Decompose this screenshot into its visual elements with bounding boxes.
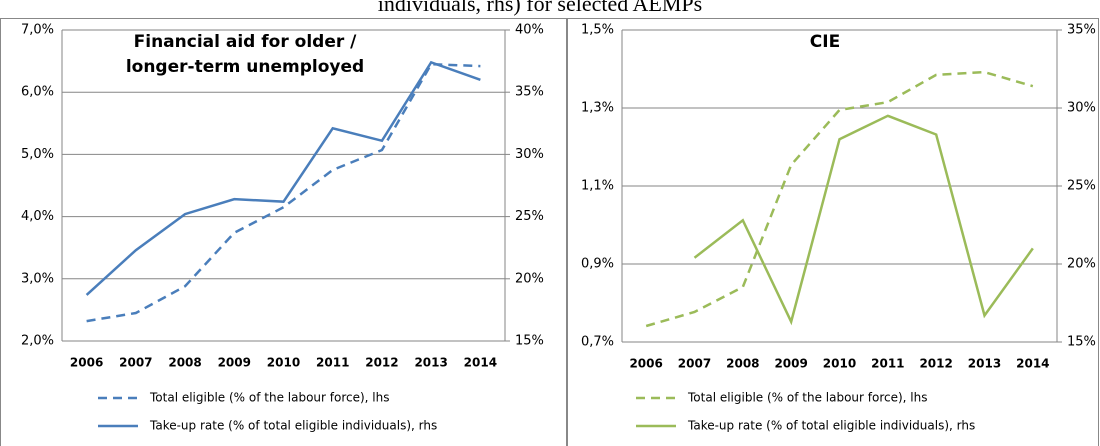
x-tick-label: 2011 <box>871 357 904 371</box>
y-tick-label: 1,1% <box>581 179 614 194</box>
y2-tick-label: 40% <box>515 23 544 38</box>
x-tick-label: 2009 <box>218 356 251 370</box>
panel-title: Financial aid for older / longer-term un… <box>125 32 365 77</box>
legend-label: Take-up rate (% of total eligible indivi… <box>149 419 437 433</box>
y-tick-label: 5,0% <box>21 147 54 162</box>
legend-label: Total eligible (% of the labour force), … <box>687 391 928 405</box>
x-tick-label: 2010 <box>823 357 856 371</box>
x-tick-label: 2013 <box>414 356 447 370</box>
x-tick-label: 2012 <box>365 356 398 370</box>
y2-tick-label: 35% <box>1067 23 1096 38</box>
series-line <box>85 60 481 296</box>
y2-tick-label: 15% <box>515 334 544 349</box>
x-tick-label: 2009 <box>774 357 807 371</box>
x-tick-label: 2008 <box>168 356 201 370</box>
x-tick-label: 2008 <box>726 357 759 371</box>
x-tick-label: 2006 <box>629 357 662 371</box>
x-tick-label: 2014 <box>464 356 497 370</box>
y2-tick-label: 30% <box>1067 101 1096 116</box>
y-tick-label: 6,0% <box>21 85 54 100</box>
y-tick-label: 1,5% <box>581 23 614 38</box>
x-tick-label: 2014 <box>1016 357 1049 371</box>
x-tick-label: 2007 <box>119 356 152 370</box>
y2-tick-label: 35% <box>515 85 544 100</box>
y-tick-label: 3,0% <box>21 271 54 286</box>
series-line <box>693 114 1034 326</box>
y-tick-label: 1,3% <box>581 101 614 116</box>
y2-tick-label: 25% <box>515 209 544 224</box>
y2-tick-label: 25% <box>1067 179 1096 194</box>
x-tick-label: 2006 <box>70 356 103 370</box>
x-tick-label: 2013 <box>968 357 1001 371</box>
y-tick-label: 0,9% <box>581 257 614 272</box>
y-tick-label: 2,0% <box>21 334 54 349</box>
legend-label: Total eligible (% of the labour force), … <box>149 391 390 405</box>
panel-border <box>0 18 567 446</box>
series-line <box>86 62 481 323</box>
y2-tick-label: 30% <box>515 147 544 162</box>
x-tick-label: 2011 <box>316 356 349 370</box>
x-tick-label: 2012 <box>919 357 952 371</box>
y-tick-label: 0,7% <box>581 335 614 350</box>
y2-tick-label: 20% <box>515 271 544 286</box>
legend-label: Take-up rate (% of total eligible indivi… <box>687 419 975 433</box>
x-tick-label: 2007 <box>678 357 711 371</box>
y2-tick-label: 20% <box>1067 257 1096 272</box>
y-tick-label: 7,0% <box>21 23 54 38</box>
y2-tick-label: 15% <box>1067 335 1096 350</box>
panel-title: CIE <box>809 32 841 52</box>
y-tick-label: 4,0% <box>21 209 54 224</box>
x-tick-label: 2010 <box>267 356 300 370</box>
page-title: individuals, rhs) for selected AEMPs <box>378 0 702 16</box>
series-line <box>645 70 1034 328</box>
panel-border <box>567 18 1099 446</box>
